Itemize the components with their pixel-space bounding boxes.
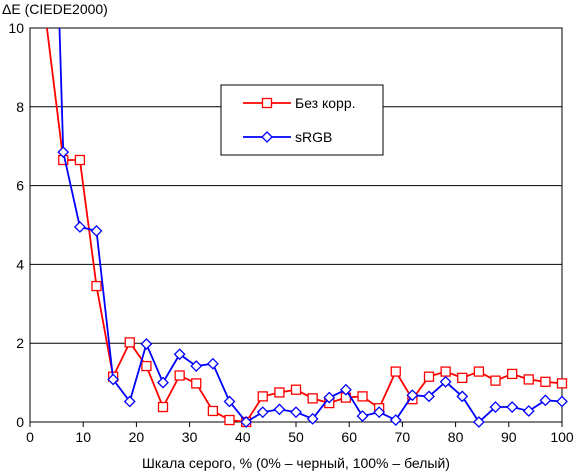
data-point [123, 395, 136, 408]
data-point [456, 390, 469, 403]
data-point [423, 390, 435, 403]
data-point [141, 360, 152, 372]
x-tick-label: 0 [26, 429, 34, 445]
x-axis-ticks: 0 10 20 30 40 50 60 70 80 90 100 [26, 422, 574, 445]
data-point [190, 360, 203, 372]
data-point [207, 405, 219, 417]
data-point [261, 131, 273, 143]
data-point [224, 414, 235, 426]
data-point [323, 391, 336, 404]
legend: Без корр. sRGB [220, 84, 384, 156]
x-tick-label: 40 [235, 429, 251, 445]
data-point [556, 378, 568, 389]
legend-box [220, 84, 384, 156]
data-point [307, 393, 318, 404]
legend-entry: Без корр. [243, 95, 356, 111]
data-point [90, 224, 103, 237]
data-point [57, 146, 70, 159]
data-point [389, 414, 402, 426]
x-tick-label: 80 [448, 429, 464, 445]
data-point [523, 374, 534, 385]
data-point [124, 337, 135, 348]
y-tick-label: 10 [8, 20, 24, 36]
data-point [257, 391, 268, 402]
x-axis-title: Шкала серого, % (0% – черный, 100% – бел… [142, 455, 450, 471]
data-point [506, 401, 519, 413]
data-point [223, 395, 236, 408]
series-line [46, 28, 562, 422]
data-point [423, 371, 435, 382]
data-point [140, 338, 153, 350]
data-point [556, 395, 568, 408]
y-tick-label: 0 [16, 414, 24, 430]
data-point [174, 370, 185, 381]
data-point [373, 406, 386, 419]
data-point [306, 412, 319, 425]
data-point [206, 357, 219, 370]
y-axis-ticks: 0 2 4 6 8 10 [8, 20, 24, 430]
data-point [406, 389, 419, 402]
data-point [489, 401, 502, 413]
data-point [507, 368, 518, 380]
data-point [439, 375, 452, 388]
x-tick-label: 20 [129, 429, 145, 445]
series-line [58, 28, 562, 422]
x-tick-label: 90 [501, 429, 517, 445]
x-tick-label: 10 [75, 429, 91, 445]
data-point [191, 378, 202, 389]
data-point [390, 366, 401, 377]
data-point [357, 391, 368, 402]
data-point [339, 383, 352, 396]
data-point [274, 387, 285, 398]
data-point [356, 410, 369, 423]
data-point [290, 384, 302, 395]
y-axis-title: ΔE (CIEDE2000) [2, 1, 108, 17]
data-point [539, 394, 552, 407]
data-point [240, 416, 253, 428]
data-point [522, 405, 535, 417]
x-tick-label: 60 [341, 429, 357, 445]
data-point [256, 406, 269, 419]
y-tick-label: 4 [16, 256, 24, 272]
data-point [107, 373, 120, 386]
data-point [91, 280, 102, 292]
data-point [440, 366, 451, 377]
data-point [472, 416, 485, 428]
data-point [173, 348, 186, 361]
data-point [73, 221, 86, 233]
x-tick-label: 30 [182, 429, 198, 445]
legend-entry: sRGB [243, 129, 332, 145]
legend-label: sRGB [295, 129, 332, 145]
legend-label: Без корр. [295, 95, 356, 111]
series-layer [46, 28, 568, 428]
x-tick-label: 70 [395, 429, 411, 445]
y-tick-label: 6 [16, 178, 24, 194]
data-point [157, 401, 169, 413]
data-point [261, 97, 273, 109]
data-point [473, 366, 485, 377]
y-tick-label: 8 [16, 99, 24, 115]
data-point [157, 376, 169, 389]
x-tick-label: 100 [550, 429, 574, 445]
data-point [273, 403, 286, 416]
y-tick-label: 2 [16, 335, 24, 351]
x-tick-label: 50 [288, 429, 304, 445]
series-bez-korr [46, 28, 568, 428]
data-point [540, 376, 551, 387]
data-point [74, 154, 86, 166]
data-point [490, 375, 501, 386]
data-point [290, 406, 302, 419]
series-srgb [57, 28, 568, 428]
data-point [457, 372, 468, 384]
